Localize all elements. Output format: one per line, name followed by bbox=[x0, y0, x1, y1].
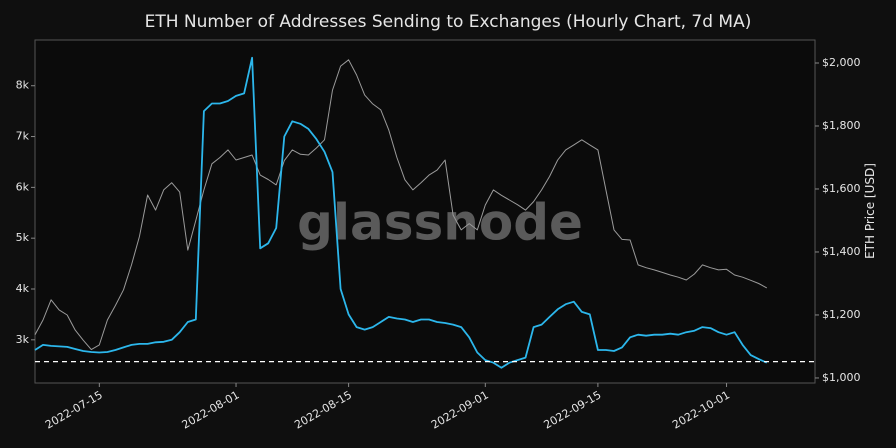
y-tick-label: 8k bbox=[16, 79, 30, 92]
addresses-line bbox=[34, 56, 768, 369]
y2-tick-label: $1,800 bbox=[822, 119, 861, 132]
y2-tick-label: $1,400 bbox=[822, 245, 861, 258]
y-tick-label: 3k bbox=[16, 333, 30, 346]
y2-tick-label: $1,200 bbox=[822, 308, 861, 321]
watermark: glassnode bbox=[297, 194, 583, 252]
y-tick-label: 4k bbox=[16, 282, 30, 295]
y2-tick-label: $1,000 bbox=[822, 371, 861, 384]
plot-area bbox=[34, 39, 816, 384]
y-tick-label: 5k bbox=[16, 231, 30, 244]
price-line bbox=[34, 59, 768, 351]
chart-title: ETH Number of Addresses Sending to Excha… bbox=[145, 12, 752, 32]
y-tick-label: 6k bbox=[16, 180, 30, 193]
y2-tick-label: $1,600 bbox=[822, 182, 861, 195]
y-tick-label: 7k bbox=[16, 130, 30, 143]
y2-tick-label: $2,000 bbox=[822, 56, 861, 69]
y2-axis-label: ETH Price [USD] bbox=[863, 163, 877, 259]
